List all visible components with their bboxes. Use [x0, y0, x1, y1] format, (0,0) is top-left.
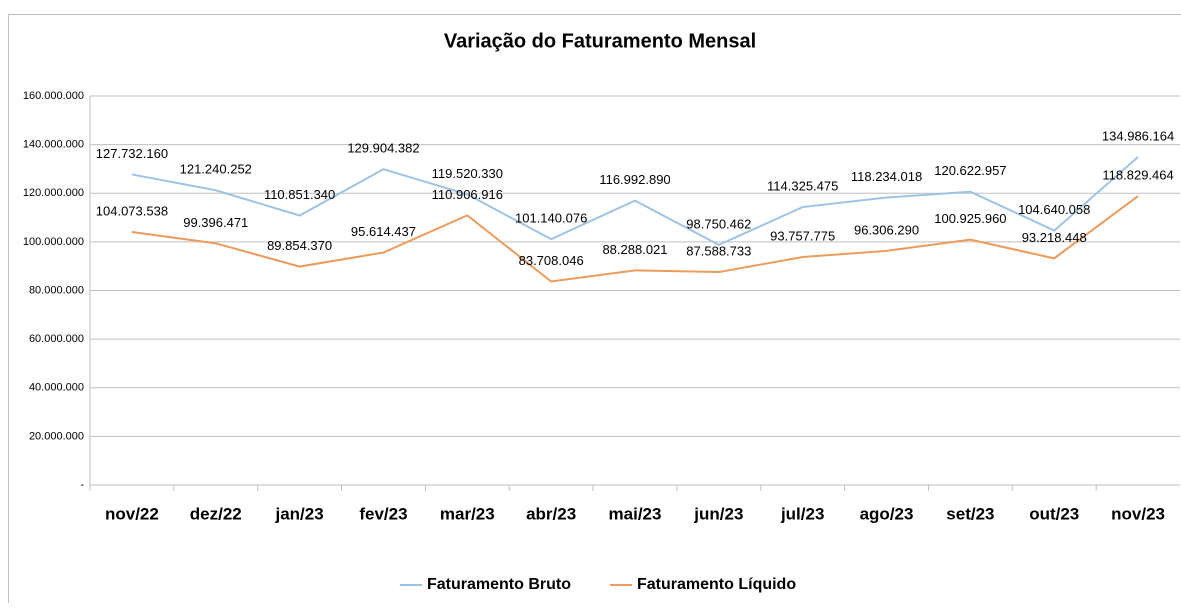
x-tick-label: ago/23: [860, 504, 914, 523]
data-label: 83.708.046: [519, 253, 584, 268]
data-label: 93.757.775: [770, 228, 835, 243]
x-tick-label: set/23: [946, 504, 994, 523]
x-tick-label: mar/23: [440, 504, 495, 523]
data-label: 118.234.018: [851, 169, 922, 184]
y-tick-label: 140.000.000: [23, 139, 84, 151]
data-label: 96.306.290: [854, 222, 919, 237]
x-tick-label: dez/22: [190, 504, 242, 523]
x-tick-label: fev/23: [359, 504, 407, 523]
legend-label: Faturamento Bruto: [427, 576, 571, 593]
data-label: 129.904.382: [347, 141, 419, 156]
y-tick-label: 100.000.000: [23, 236, 84, 248]
x-tick-label: jun/23: [693, 504, 743, 523]
x-tick-label: abr/23: [526, 504, 576, 523]
data-label: 110.851.340: [264, 187, 335, 202]
data-label: 88.288.021: [602, 242, 667, 257]
legend-label: Faturamento Líquido: [637, 576, 796, 593]
y-tick-label: 120.000.000: [23, 187, 84, 199]
y-tick-label: -: [80, 479, 84, 491]
y-tick-label: 80.000.000: [29, 284, 84, 296]
y-tick-label: 40.000.000: [29, 382, 84, 394]
data-label: 118.829.464: [1102, 168, 1173, 183]
data-label: 134.986.164: [1102, 128, 1174, 143]
y-tick-label: 160.000.000: [23, 90, 84, 102]
data-label: 116.992.890: [599, 172, 670, 187]
x-tick-label: jul/23: [780, 504, 824, 523]
data-label: 120.622.957: [934, 163, 1006, 178]
x-tick-label: mai/23: [609, 504, 662, 523]
data-label: 99.396.471: [183, 215, 248, 230]
y-tick-label: 20.000.000: [29, 430, 84, 442]
data-label: 100.925.960: [934, 211, 1006, 226]
data-label: 93.218.448: [1022, 230, 1087, 245]
data-label: 104.640.058: [1018, 202, 1090, 217]
y-tick-label: 60.000.000: [29, 333, 84, 345]
data-label: 98.750.462: [686, 216, 751, 231]
data-label: 101.140.076: [515, 211, 587, 226]
x-tick-label: nov/23: [1111, 504, 1165, 523]
chart-title: Variação do Faturamento Mensal: [444, 30, 756, 52]
data-label: 127.732.160: [96, 146, 168, 161]
data-label: 104.073.538: [96, 203, 168, 218]
data-label: 114.325.475: [767, 178, 838, 193]
data-label: 119.520.330: [432, 166, 503, 181]
x-tick-label: jan/23: [275, 504, 324, 523]
data-label: 110.906.916: [432, 187, 503, 202]
data-label: 95.614.437: [351, 224, 416, 239]
x-tick-label: out/23: [1029, 504, 1079, 523]
data-label: 89.854.370: [267, 238, 332, 253]
data-label: 87.588.733: [686, 243, 751, 258]
chart-frame: [9, 15, 1181, 604]
data-label: 121.240.252: [180, 162, 252, 177]
x-tick-label: nov/22: [105, 504, 159, 523]
